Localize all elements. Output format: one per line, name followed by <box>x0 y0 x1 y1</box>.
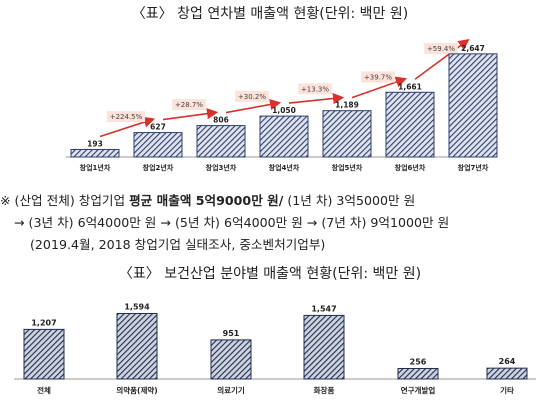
c1-bar <box>70 148 120 158</box>
c1-bar <box>196 125 246 158</box>
c1-bar <box>448 53 498 158</box>
chart2-health-industry-revenue: 1,207 전체 1,594 의약품(제약) 951 의료기기 1,547 화장품 256 연구개… <box>14 302 536 395</box>
c1-bar <box>385 91 435 158</box>
note-line-2: → (3년 차) 6억4000만 원 → (5년 차) 6억4000만 원 → … <box>14 215 450 230</box>
chart1-title: 〈표〉 창업 연차별 매출액 현황(단위: 백만 원) <box>131 6 409 22</box>
c1-growth-arrow <box>99 116 156 138</box>
c1-growth-label: +39.7% <box>364 73 392 81</box>
c2-bar <box>23 328 65 380</box>
note-line-3: (2019.4월, 2018 창업기업 실태조사, 중소벤처기업부) <box>30 237 326 252</box>
c2-value-label: 1,594 <box>124 302 150 311</box>
c1-growth-arrow <box>225 99 282 114</box>
c2-value-label: 1,207 <box>31 318 56 327</box>
c2-category-label: 의약품(제약) <box>116 385 157 395</box>
c2-value-label: 1,547 <box>311 304 336 313</box>
c1-value-label: 1,050 <box>272 106 296 115</box>
chart2-title: 〈표〉 보건산업 분야별 매출액 현황(단위: 백만 원) <box>118 266 422 282</box>
chart1-startup-revenue: +224.5% +28.7% +30.2% +13.3% +39.7% +59.4% 19… <box>66 38 498 172</box>
c1-category-label: 창업7년차 <box>458 163 489 172</box>
c1-growth-box <box>298 83 332 95</box>
c2-category-label: 전체 <box>37 385 51 395</box>
c2-category-label: 기타 <box>500 385 514 395</box>
c1-value-label: 2,647 <box>461 44 485 53</box>
c1-growth-label: +224.5% <box>110 113 143 121</box>
note-average-revenue: 평균 매출액 5억9000만 원/ <box>129 193 284 208</box>
c1-bar <box>322 110 372 158</box>
c1-category-label: 창업2년차 <box>143 163 174 172</box>
c2-bar <box>486 367 528 380</box>
c1-bar <box>133 132 183 158</box>
c1-growth-arrow <box>414 38 470 80</box>
c2-value-label: 951 <box>223 329 240 338</box>
c1-growth-box <box>172 99 206 111</box>
c2-category-label: 의료기기 <box>217 385 245 395</box>
c1-growth-label: +13.3% <box>301 85 329 93</box>
c1-category-label: 창업4년차 <box>269 163 300 172</box>
c1-growth-box <box>361 71 395 83</box>
c1-growth-box <box>235 90 269 102</box>
c2-value-label: 256 <box>410 357 427 366</box>
note-prefix: ※ (산업 전체) 창업기업 <box>0 193 130 208</box>
c2-bar <box>116 312 158 380</box>
c2-category-label: 연구개발업 <box>401 385 436 395</box>
c1-bar <box>259 115 309 158</box>
c1-category-label: 창업3년차 <box>206 163 237 172</box>
c2-bar <box>397 367 439 380</box>
c1-category-label: 창업6년차 <box>395 163 426 172</box>
c2-bar <box>210 339 252 380</box>
c1-growth-label: +59.4% <box>427 45 455 53</box>
c1-value-label: 627 <box>150 123 166 132</box>
c2-bar <box>303 314 345 380</box>
c1-growth-arrow <box>351 76 408 99</box>
c1-growth-label: +28.7% <box>175 101 203 109</box>
c1-category-label: 창업5년차 <box>332 163 363 172</box>
c1-value-label: 806 <box>213 116 229 125</box>
c1-growth-box <box>424 43 458 55</box>
c2-value-label: 264 <box>499 357 516 366</box>
c1-growth-arrow <box>288 92 345 105</box>
c1-growth-box <box>106 111 146 123</box>
c1-value-label: 193 <box>87 139 103 148</box>
note-first-year: (1년 차) 3억5000만 원 <box>283 193 416 208</box>
c1-value-label: 1,661 <box>398 82 422 91</box>
c1-category-label: 창업1년차 <box>80 163 111 172</box>
c1-growth-label: +30.2% <box>238 93 266 101</box>
c1-value-label: 1,189 <box>335 101 359 110</box>
c2-category-label: 화장품 <box>314 385 335 395</box>
note-line-1: ※ (산업 전체) 창업기업 평균 매출액 5억9000만 원/ (1년 차) … <box>0 190 415 209</box>
c1-growth-arrow <box>162 108 219 121</box>
